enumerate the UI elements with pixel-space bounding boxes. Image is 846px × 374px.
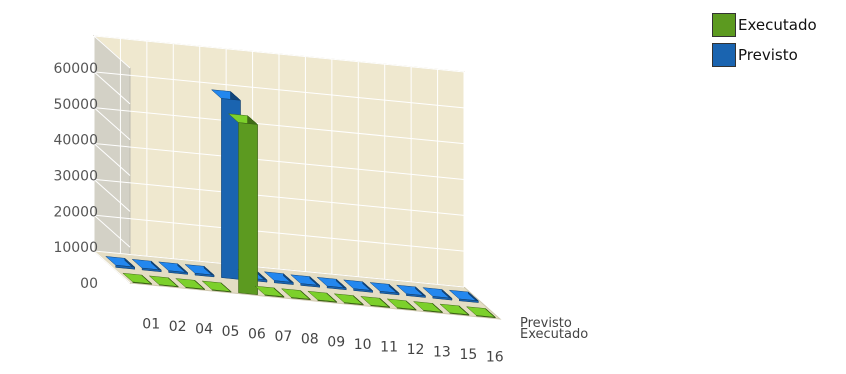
- bar-front: [168, 270, 188, 275]
- bar-previsto-09: [290, 274, 321, 288]
- bar-front: [300, 283, 320, 288]
- bar-front: [274, 280, 294, 285]
- chart-bars: [105, 89, 497, 319]
- bar-previsto-16: [448, 289, 480, 304]
- x-tick-label: 11: [380, 339, 398, 355]
- bar-front: [370, 304, 390, 308]
- bar-previsto-01: [105, 256, 136, 270]
- bar-front: [423, 310, 443, 313]
- legend-item-previsto: Previsto: [712, 42, 817, 68]
- bar-previsto-10: [316, 276, 347, 291]
- bar-previsto-13: [395, 284, 427, 299]
- bar-previsto-15: [422, 287, 453, 301]
- y-tick-label: 20000: [53, 204, 98, 220]
- legend: Executado Previsto: [712, 12, 817, 72]
- bar-front: [459, 298, 479, 303]
- depth-label-previsto: Previsto: [520, 316, 572, 331]
- x-tick-label: 15: [459, 347, 477, 363]
- bar-front: [194, 273, 215, 278]
- bar-front: [343, 302, 364, 306]
- bar-executado-11: [360, 296, 391, 309]
- bar-front: [115, 264, 135, 270]
- bar-front: [353, 288, 373, 293]
- grid-line-side: [93, 214, 131, 248]
- bar-front: [379, 291, 400, 296]
- x-tick-label: 05: [222, 324, 240, 340]
- bar-executado-06: [227, 113, 259, 296]
- legend-item-executado: Executado: [712, 12, 817, 38]
- bar-front: [326, 285, 347, 291]
- y-axis-ticks: 00 10000 20000 30000 40000 50000 60000: [53, 61, 98, 292]
- bar-executado-08: [280, 288, 312, 301]
- bar-executado-07: [254, 285, 285, 298]
- bar-front: [238, 122, 258, 295]
- y-tick-label: 60000: [53, 61, 98, 77]
- legend-label-executado: Executado: [738, 16, 817, 34]
- bar-front: [141, 267, 162, 273]
- bar-previsto-08: [263, 271, 295, 286]
- y-tick-label: 40000: [53, 133, 98, 149]
- grid-line-side: [93, 71, 131, 105]
- bar-front: [396, 307, 417, 311]
- x-tick-label: 09: [327, 334, 345, 350]
- y-tick-label: 50000: [53, 97, 98, 113]
- bar-previsto-11: [342, 279, 374, 293]
- bar-previsto-12: [369, 282, 400, 296]
- grid-line-side: [93, 107, 131, 141]
- y-tick-label: 00: [80, 276, 98, 292]
- bar-previsto-05: [184, 264, 215, 278]
- x-tick-label: 12: [407, 342, 425, 358]
- bar-front: [432, 296, 453, 301]
- bar-previsto-04: [157, 261, 189, 275]
- bar-front: [449, 312, 470, 316]
- bar-executado-02: [148, 275, 180, 288]
- grid-line-side: [93, 143, 131, 176]
- bar-previsto-02: [131, 258, 162, 273]
- legend-swatch-previsto: [712, 43, 736, 67]
- bar-front: [291, 297, 311, 301]
- bar-executado-13: [412, 301, 444, 314]
- legend-swatch-executado: [712, 13, 736, 37]
- bar-front: [185, 287, 205, 290]
- bar-front: [221, 98, 241, 280]
- grid-line-side: [93, 35, 131, 69]
- y-tick-label: 30000: [53, 169, 98, 185]
- bar-front: [158, 284, 179, 288]
- bar-front: [132, 281, 153, 285]
- bar-previsto-06: [210, 89, 242, 281]
- bar-executado-05: [201, 280, 232, 293]
- bar-executado-10: [333, 293, 365, 306]
- bar-front: [264, 294, 285, 298]
- legend-label-previsto: Previsto: [738, 46, 798, 64]
- bar-executado-09: [307, 290, 338, 303]
- bar-front: [317, 299, 338, 303]
- bar-front: [406, 293, 426, 298]
- y-tick-label: 10000: [53, 240, 98, 256]
- bar-executado-15: [439, 303, 470, 316]
- x-tick-label: 07: [274, 329, 292, 345]
- bar-front: [476, 315, 496, 319]
- x-tick-label: 02: [169, 319, 187, 335]
- depth-label-executado: Executado: [520, 327, 588, 342]
- bar-executado-04: [175, 278, 206, 291]
- x-tick-label: 13: [433, 345, 451, 361]
- bar-executado-16: [465, 306, 497, 319]
- x-tick-label: 08: [301, 332, 319, 348]
- x-tick-label: 06: [248, 327, 266, 343]
- chart-grid: [93, 35, 465, 288]
- bar-executado-12: [386, 298, 417, 311]
- x-tick-label: 16: [486, 350, 504, 366]
- bar-executado-01: [122, 272, 153, 285]
- x-tick-label: 10: [354, 337, 372, 353]
- grid-line-side: [93, 178, 131, 212]
- x-tick-label: 01: [142, 316, 160, 332]
- x-tick-label: 04: [195, 321, 213, 337]
- grid-line-side: [93, 250, 131, 284]
- x-axis-categories: 01 02 04 05 06 07 08 09 10 11 12 13 15 16: [142, 316, 503, 365]
- bar-front: [211, 289, 232, 293]
